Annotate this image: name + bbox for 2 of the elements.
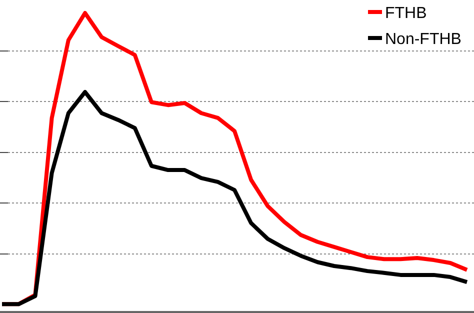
legend-label: FTHB — [385, 5, 427, 22]
legend-label: Non-FTHB — [385, 31, 462, 48]
